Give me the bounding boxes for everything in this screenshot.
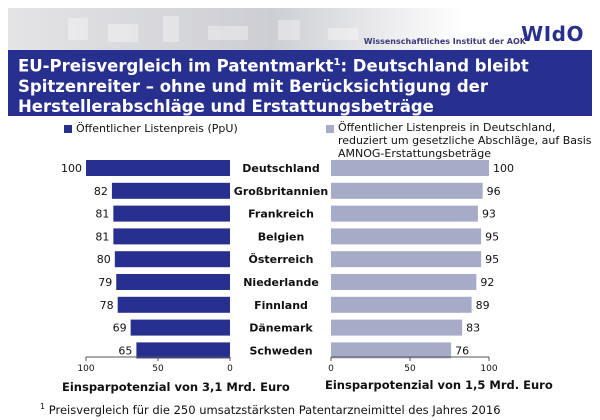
right-value-label-3: 95 (485, 230, 499, 243)
right-value-label-7: 83 (466, 322, 480, 335)
left-value-label-5: 79 (98, 276, 112, 289)
right-bar-6 (331, 296, 472, 313)
banner-decoration (68, 16, 358, 42)
category-label-5: Niederlande (243, 276, 319, 289)
left-value-label-7: 69 (113, 322, 127, 335)
title-band: EU-Preisvergleich im Patentmarkt1: Deuts… (8, 50, 592, 116)
category-label-1: Großbritannien (234, 185, 328, 198)
left-value-label-3: 81 (95, 230, 109, 243)
right-value-label-1: 96 (487, 185, 501, 198)
right-bars: 100 96 93 95 95 92 89 83 76 (331, 160, 514, 359)
title-main: EU-Preisvergleich im Patentmarkt (18, 56, 334, 76)
left-bar-3 (113, 228, 230, 245)
left-bar-7 (130, 319, 230, 336)
category-label-8: Schweden (249, 344, 312, 357)
right-value-label-8: 76 (455, 344, 469, 357)
summary-right: Einsparpotenzial von 1,5 Mrd. Euro (325, 378, 553, 392)
wido-logo: WIdO (521, 22, 584, 46)
left-value-label-4: 80 (97, 253, 111, 266)
right-bar-0 (331, 160, 489, 176)
right-tick-label-0: 0 (328, 364, 334, 374)
category-label-4: Österreich (248, 252, 313, 266)
left-bar-4 (114, 251, 230, 268)
page-title: EU-Preisvergleich im Patentmarkt1: Deuts… (18, 53, 588, 117)
institute-name: Wissenschaftliches Institut der AOK (363, 37, 526, 46)
legend-right: Öffentlicher Listenpreis in Deutschland,… (338, 121, 592, 160)
left-bar-1 (111, 182, 230, 199)
right-tick-label-1: 50 (404, 364, 416, 374)
left-value-label-8: 65 (118, 344, 132, 357)
left-bar-0 (86, 160, 230, 176)
category-label-3: Belgien (258, 230, 305, 243)
right-value-label-6: 89 (476, 299, 490, 312)
title-rest: : Deutschland bleibt Spitzenreiter – ohn… (18, 56, 529, 116)
category-label-7: Dänemark (249, 322, 313, 335)
right-value-label-4: 95 (485, 253, 499, 266)
left-bar-6 (117, 296, 230, 313)
category-label-6: Finnland (254, 299, 308, 312)
left-bar-8 (136, 342, 230, 359)
right-value-label-0: 100 (493, 162, 514, 175)
left-bar-5 (116, 274, 230, 290)
axes: 100 50 0 0 50 100 (77, 356, 498, 374)
right-bar-3 (331, 228, 482, 245)
right-value-label-2: 93 (482, 208, 496, 221)
right-bar-8 (331, 342, 452, 359)
left-tick-label-2: 0 (227, 364, 233, 374)
category-labels: Deutschland Großbritannien Frankreich Belgi… (234, 162, 328, 357)
right-bar-1 (331, 182, 483, 199)
right-tick-label-2: 100 (480, 364, 497, 374)
summary-left: Einsparpotenzial von 3,1 Mrd. Euro (62, 380, 290, 394)
right-bar-5 (331, 274, 477, 290)
footnote: 1 Preisvergleich für die 250 umsatzstärk… (40, 402, 501, 417)
legend-left: Öffentlicher Listenpreis (PpU) (76, 122, 238, 135)
left-tick-label-0: 100 (77, 364, 94, 374)
legend-swatch-right (326, 125, 334, 133)
left-bars: 100 82 81 81 80 79 78 69 65 (61, 160, 230, 359)
title-footnote-marker: 1 (333, 57, 341, 68)
right-value-label-5: 92 (480, 276, 494, 289)
legend-swatch-left (64, 125, 72, 133)
category-label-2: Frankreich (248, 208, 314, 221)
left-value-label-1: 82 (94, 185, 108, 198)
left-tick-label-1: 50 (152, 364, 164, 374)
header-banner: Wissenschaftliches Institut der AOK WIdO (8, 8, 592, 50)
left-value-label-6: 78 (100, 299, 114, 312)
left-value-label-0: 100 (61, 162, 82, 175)
left-value-label-2: 81 (95, 208, 109, 221)
footnote-marker: 1 (40, 402, 46, 411)
footnote-text: Preisvergleich für die 250 umsatzstärkst… (45, 402, 501, 417)
left-bar-2 (113, 205, 230, 222)
right-bar-4 (331, 251, 482, 268)
right-bar-7 (331, 319, 463, 336)
category-label-0: Deutschland (242, 162, 319, 175)
right-bar-2 (331, 205, 478, 222)
